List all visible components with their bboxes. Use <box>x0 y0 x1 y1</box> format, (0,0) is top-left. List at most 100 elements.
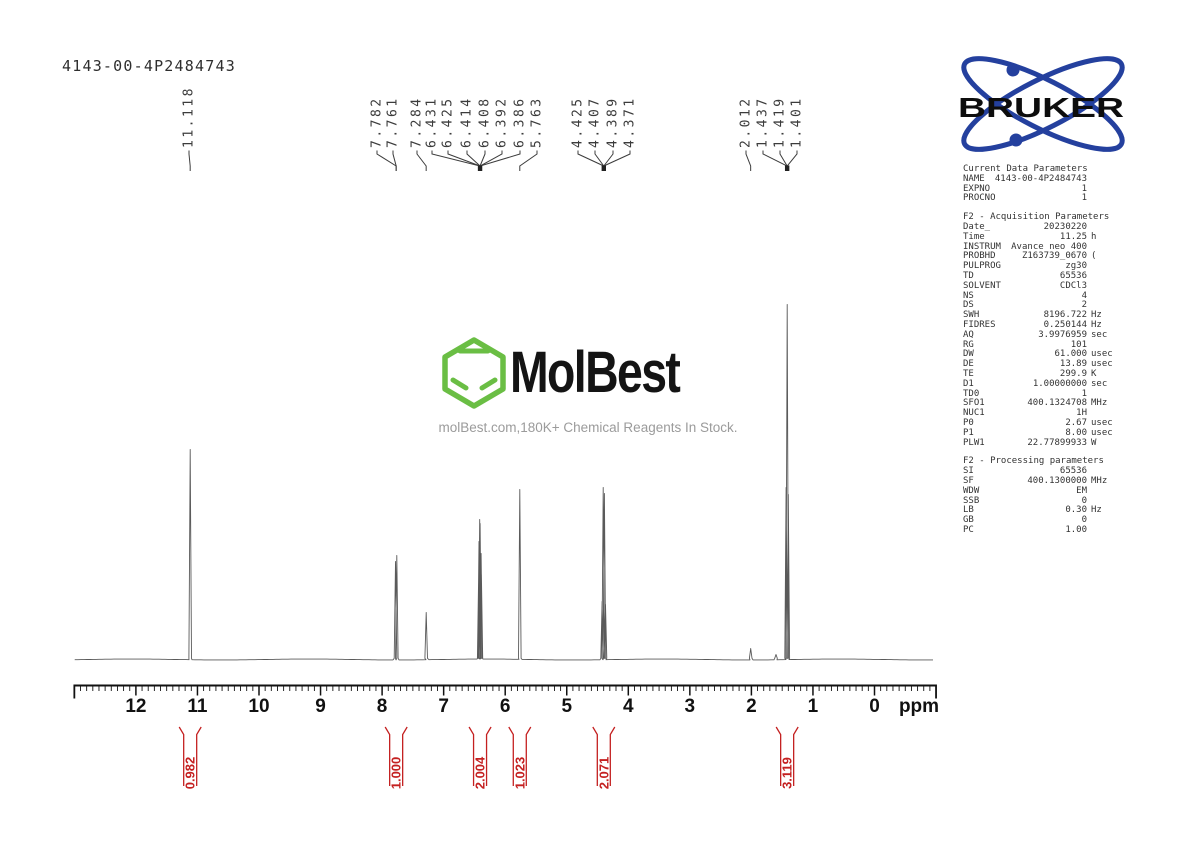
param-section-header: F2 - Acquisition Parameters <box>963 212 1110 223</box>
param-section: Current Data Parameters NAME 4143-00-4P248… <box>963 164 1121 204</box>
param-unit <box>1087 487 1121 497</box>
param-row: P1 8.00 usec <box>963 427 1121 439</box>
param-name: P0 <box>963 417 974 428</box>
param-value: zg30 <box>1065 261 1087 272</box>
peak-shift-label: 6.386 <box>513 96 528 148</box>
param-value: 3.9976959 <box>1038 329 1087 340</box>
param-value: 20230220 <box>1043 221 1087 232</box>
param-value: 1 <box>1081 388 1087 399</box>
axis-tick-label: 2 <box>746 696 757 717</box>
param-unit: ( <box>1091 251 1097 262</box>
param-value: 1.00000000 <box>1032 378 1087 389</box>
param-unit: Hz <box>1091 310 1102 321</box>
param-value: 1 <box>1081 193 1087 204</box>
param-value: 2.67 <box>1065 417 1087 428</box>
param-row: AQ 3.9976959 sec <box>963 329 1121 341</box>
param-value: EM <box>1076 485 1087 496</box>
param-row: SWH 8196.722 Hz <box>963 310 1121 321</box>
integral-bracket <box>468 726 492 786</box>
param-unit <box>1087 175 1121 185</box>
param-name: GB <box>963 515 974 526</box>
param-name: D1 <box>963 378 974 389</box>
param-name: RG <box>963 339 974 350</box>
param-section-header: F2 - Processing parameters <box>963 456 1104 467</box>
param-unit <box>1087 185 1121 195</box>
param-name: PLW1 <box>963 437 985 448</box>
param-name: P1 <box>963 427 974 438</box>
peak-connector-dot <box>601 165 607 171</box>
param-row: Date_ 20230220 <box>963 221 1121 233</box>
param-row: SOLVENT CDCl3 <box>963 280 1121 292</box>
watermark-brand: MolBest <box>510 340 681 405</box>
param-unit <box>1087 282 1121 292</box>
param-value: 0.250144 <box>1043 319 1087 330</box>
param-unit: usec <box>1091 359 1113 370</box>
param-unit: K <box>1091 368 1097 379</box>
param-name: PC <box>963 524 974 535</box>
param-value: 1.00 <box>1065 524 1087 535</box>
param-name: Date_ <box>963 221 991 232</box>
param-name: SF <box>963 475 974 486</box>
param-row: TD0 1 <box>963 388 1121 400</box>
param-row: NUC1 1H <box>963 408 1121 419</box>
param-unit: MHz <box>1091 475 1108 486</box>
peak-connector-line <box>519 150 538 171</box>
param-value: 4143-00-4P2484743 <box>994 173 1087 184</box>
param-unit: sec <box>1091 329 1108 340</box>
param-value: CDCl3 <box>1059 280 1087 291</box>
param-value: 4 <box>1081 290 1087 301</box>
param-value: 61.000 <box>1054 349 1087 360</box>
watermark-caption: molBest.com,180K+ Chemical Reagents In S… <box>438 420 738 435</box>
param-name: SFO1 <box>963 398 985 409</box>
integral-value: 3.119 <box>780 757 795 789</box>
peak-shift-label: 1.401 <box>790 96 805 148</box>
param-value: 8196.722 <box>1043 310 1087 321</box>
integral-value: 0.982 <box>183 757 198 790</box>
param-unit: h <box>1091 231 1097 242</box>
peak-shift-label: 5.763 <box>530 96 545 148</box>
param-row: Time 11.25 h <box>963 231 1121 243</box>
param-name: DE <box>963 359 974 370</box>
param-name: TD <box>963 270 974 281</box>
param-name: EXPNO <box>963 183 991 194</box>
param-name: FIDRES <box>963 319 996 330</box>
param-unit <box>1087 526 1121 536</box>
param-name: SSB <box>963 495 980 506</box>
param-row: PLW1 22.77899933 W <box>963 437 1121 449</box>
param-value: Z163739_0670 <box>1021 251 1087 262</box>
axis-tick-label: 10 <box>248 696 269 717</box>
param-value: 400.1300000 <box>1027 475 1087 486</box>
bruker-wordmark: BRUKER <box>958 92 1124 123</box>
param-row: PULPROG zg30 <box>963 261 1121 272</box>
param-name: PROCNO <box>963 193 996 204</box>
param-unit: usec <box>1091 427 1113 438</box>
param-row: EXPNO 1 <box>963 183 1121 195</box>
peak-connector-dot <box>477 165 483 171</box>
peak-shift-label: 6.414 <box>460 96 475 148</box>
param-name: NUC1 <box>963 408 985 419</box>
axis-tick-label: 8 <box>377 696 388 717</box>
param-row: FIDRES 0.250144 Hz <box>963 319 1121 331</box>
peak-shift-label: 7.284 <box>410 96 425 148</box>
integrals: 0.982 1.000 2.004 1.023 2.071 3.119 <box>178 726 799 790</box>
bruker-atom-dot-top <box>1006 63 1020 77</box>
peak-shift-label: 6.392 <box>495 96 510 148</box>
param-name: PROBHD <box>963 251 996 262</box>
integral-bracket <box>592 726 616 786</box>
param-unit: Hz <box>1091 319 1102 330</box>
param-value: 13.89 <box>1059 359 1087 370</box>
integral-value: 1.023 <box>512 757 527 790</box>
bruker-atom-dot-bottom <box>1009 133 1023 147</box>
param-unit: sec <box>1091 378 1108 389</box>
axis-tick-label: 7 <box>438 696 449 717</box>
peak-shift-label: 6.431 <box>425 96 440 148</box>
param-row: INSTRUM Avance neo 400 <box>963 242 1121 253</box>
peak-connector-line <box>188 150 191 171</box>
bruker-logo: BRUKER <box>958 56 1125 152</box>
peak-shift-label: 1.437 <box>756 96 771 148</box>
peak-connector-line <box>479 150 521 171</box>
param-value: 0 <box>1081 495 1087 506</box>
integral-value: 1.000 <box>389 757 404 790</box>
param-unit: Hz <box>1091 505 1102 516</box>
param-value: 1H <box>1076 408 1087 419</box>
